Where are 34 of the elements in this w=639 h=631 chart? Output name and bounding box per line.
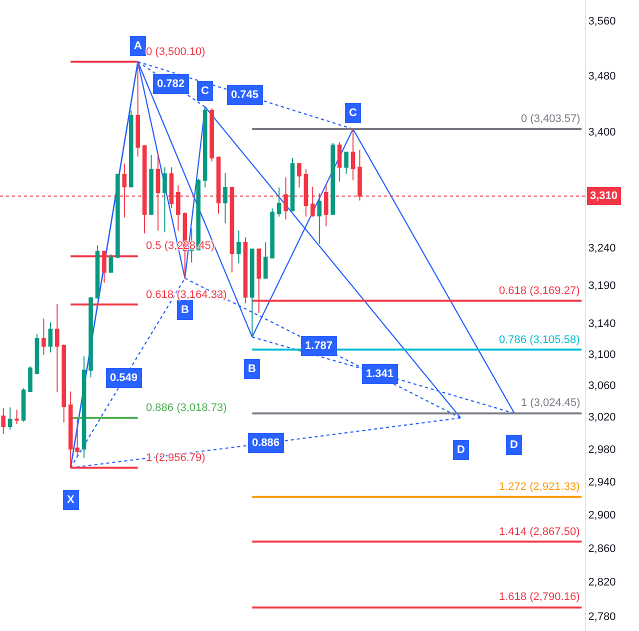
data-label: 1.618 (2,790.16) <box>499 591 580 603</box>
data-label: 0 (3,500.10) <box>146 46 206 58</box>
data-label: 1.414 (2,867.50) <box>499 526 580 538</box>
data-label: D <box>457 444 465 456</box>
y-tick-label: 3,140 <box>588 318 616 330</box>
data-label: 1 (2,956.79) <box>146 452 206 464</box>
y-tick-label: 3,240 <box>588 242 616 254</box>
data-label: 0.886 (3,018.73) <box>146 402 227 414</box>
data-label: C <box>349 107 357 119</box>
y-tick-label: 3,190 <box>588 280 616 292</box>
data-label: X <box>67 494 75 506</box>
y-tick-label: 3,020 <box>588 412 616 424</box>
y-tick-label: 2,940 <box>588 476 616 488</box>
data-label: C <box>201 85 209 97</box>
data-label: D <box>510 439 518 451</box>
y-tick-label: 3,060 <box>588 380 616 392</box>
data-label: 0.618 (3,169.27) <box>499 285 580 297</box>
y-tick-label: 2,820 <box>588 576 616 589</box>
y-tick-label: 2,780 <box>588 611 616 624</box>
data-label: 0.786 (3,105.58) <box>499 334 580 346</box>
data-label: 1.272 (2,921.33) <box>499 481 580 493</box>
y-tick-label: 3,480 <box>588 70 616 82</box>
data-label: A <box>134 40 142 52</box>
y-tick-label: 3,560 <box>588 16 616 28</box>
ref-line-label: 3,310 <box>590 190 618 202</box>
data-label: 1 (3,024.45) <box>521 397 580 409</box>
y-tick-label: 2,860 <box>588 542 616 555</box>
y-tick-label: 2,900 <box>588 509 616 522</box>
data-label: B <box>248 363 256 375</box>
y-tick-label: 2,980 <box>588 444 616 456</box>
data-label: 0 (3,403.57) <box>521 113 580 125</box>
data-label: B <box>181 304 189 316</box>
y-tick-label: 3,100 <box>588 348 616 361</box>
y-tick-label: 3,400 <box>588 126 616 138</box>
